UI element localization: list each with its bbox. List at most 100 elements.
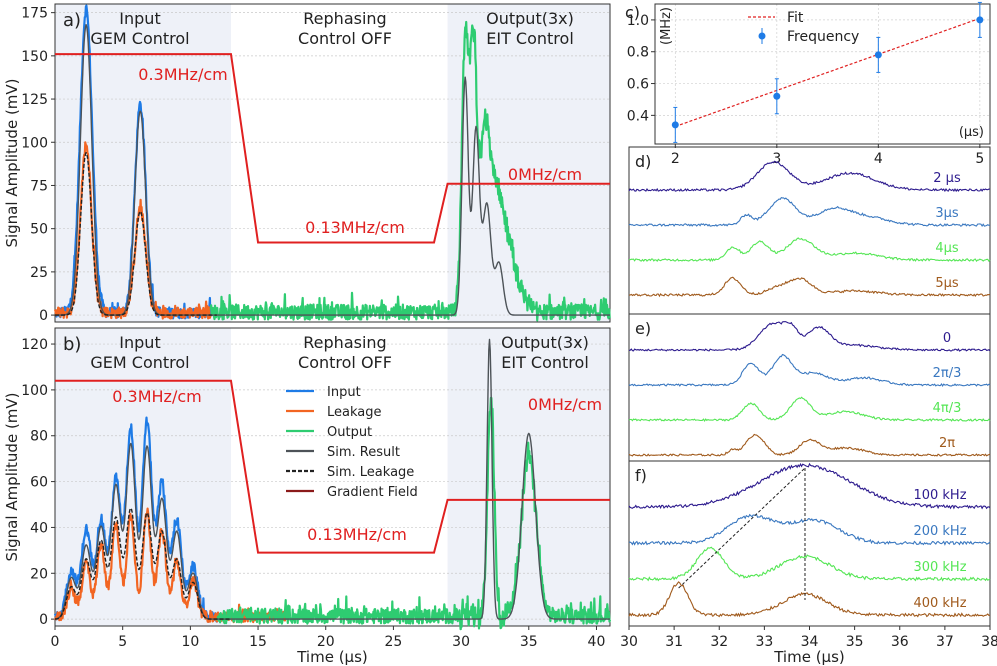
- panel-label: f): [635, 466, 647, 485]
- series-sim-result: [54, 338, 610, 620]
- x-axis-label: Time (μs): [773, 648, 845, 666]
- trace-label: 200 kHz: [913, 524, 966, 539]
- x-tick-label: 0: [51, 634, 60, 650]
- legend-label: Sim. Leakage: [327, 465, 414, 480]
- trace-line: [628, 160, 991, 193]
- gradient-label: 0.13MHz/cm: [307, 525, 407, 544]
- gradient-label: 0.13MHz/cm: [305, 218, 405, 237]
- panel-label: c): [625, 3, 640, 22]
- x-tick-label: 34: [801, 634, 819, 650]
- region-label: Rephasing: [303, 9, 386, 28]
- y-tick-label: 1.0: [627, 13, 649, 29]
- trace-line: [628, 546, 991, 582]
- axes-frame: [54, 327, 611, 627]
- trace-label: 4μs: [935, 241, 959, 256]
- region-shade: [447, 328, 610, 626]
- panel-label: a): [63, 10, 81, 31]
- y-tick-label: 40: [30, 520, 48, 536]
- region-label: EIT Control: [486, 29, 574, 48]
- axes-frame: [54, 3, 611, 323]
- series-sim-leakage: [55, 151, 217, 316]
- panel-d-chart: d) 2 μs 3μs 4μs 5μs: [628, 146, 991, 315]
- region-label: Output(3x): [486, 9, 574, 28]
- series-output: [209, 20, 611, 322]
- y-tick-label: 20: [30, 566, 48, 582]
- legend-label: Leakage: [327, 405, 382, 420]
- y-tick-label: 25: [30, 265, 48, 281]
- region-label: GEM Control: [90, 29, 189, 48]
- trace-line: [628, 396, 991, 422]
- region-label: Input: [119, 333, 160, 352]
- y-axis-label: Signal Amplitude (mV): [3, 392, 21, 561]
- x-axis-label: Time (μs): [296, 648, 368, 666]
- y-tick-label: 60: [30, 475, 48, 491]
- x-tick-label: 38: [981, 634, 997, 650]
- fit-line: [675, 17, 981, 128]
- y-tick-label: 75: [30, 178, 48, 194]
- trace-label: 5μs: [935, 276, 959, 291]
- y-tick-label: 0: [39, 612, 48, 628]
- gradient-label: 0MHz/cm: [528, 395, 602, 414]
- region-label: EIT Control: [501, 353, 589, 372]
- x-tick-label: 37: [936, 634, 954, 650]
- legend-label: Output: [327, 425, 372, 440]
- trace-label: 2π: [939, 436, 955, 451]
- y-tick-label: 125: [21, 92, 48, 108]
- guide-diagonal: [678, 467, 806, 589]
- y-tick-label: 120: [21, 337, 48, 353]
- legend-label: Sim. Result: [327, 445, 400, 460]
- x-axis-label: (μs): [959, 125, 984, 140]
- trace-line: [629, 321, 991, 352]
- trace-line: [628, 196, 991, 228]
- x-tick-label: 10: [181, 634, 199, 650]
- data-point: [976, 16, 984, 24]
- y-tick-label: 150: [21, 49, 48, 65]
- region-label: Output(3x): [501, 333, 589, 352]
- trace-line: [628, 433, 991, 457]
- x-tick-label: 35: [846, 634, 864, 650]
- y-axis-label: (MHz): [659, 7, 674, 45]
- x-tick-label: 32: [710, 634, 728, 650]
- region-shade: [447, 4, 610, 322]
- region-label: Control OFF: [298, 353, 392, 372]
- trace-label: 400 kHz: [913, 596, 966, 611]
- gradient-label: 0.3MHz/cm: [112, 387, 201, 406]
- trace-label: 100 kHz: [913, 488, 966, 503]
- legend-label: Frequency: [787, 29, 859, 45]
- region-label: Input: [119, 9, 160, 28]
- axes-frame: [628, 313, 991, 462]
- trace-line: [628, 237, 991, 263]
- trace-line: [628, 462, 991, 510]
- x-tick-label: 15: [249, 634, 267, 650]
- trace-label: 4π/3: [933, 401, 962, 416]
- series-sim-leakage: [55, 507, 231, 620]
- gradient-field-line: [55, 379, 610, 554]
- gradient-label: 0.3MHz/cm: [138, 65, 227, 84]
- panel-label: e): [635, 319, 651, 338]
- panel-c-chart: 0.4 0.6 0.8 1.0 2 3 4 5 Fit Frequency c) (MHz) (μs): [625, 1, 991, 167]
- x-tick-label: 30: [452, 634, 470, 650]
- panel-e-chart: e) 0 2π/3 4π/3 2π: [628, 313, 991, 462]
- panel-label: d): [635, 152, 651, 171]
- x-tick-label: 20: [317, 634, 335, 650]
- trace-label: 0: [943, 331, 951, 346]
- series-sim-result: [55, 24, 610, 316]
- y-tick-label: 0.6: [627, 77, 649, 93]
- data-point: [874, 51, 882, 59]
- panel-f-chart: f) 100 kHz 200 kHz 300 kHz 400 kHz 30 31 32 33 34…: [620, 460, 997, 666]
- legend-label: Fit: [787, 10, 804, 26]
- y-tick-label: 0.4: [627, 108, 649, 124]
- x-tick-label: 36: [891, 634, 909, 650]
- x-tick-label: 2: [671, 151, 680, 167]
- x-tick-label: 3: [772, 151, 781, 167]
- x-tick-label: 25: [385, 634, 403, 650]
- axes-frame: [654, 3, 991, 145]
- x-tick-label: 40: [588, 634, 606, 650]
- legend-label: Input: [327, 385, 361, 400]
- x-tick-label: 5: [118, 634, 127, 650]
- region-label: GEM Control: [90, 353, 189, 372]
- y-axis-label: Signal Amplitude (mV): [3, 78, 21, 247]
